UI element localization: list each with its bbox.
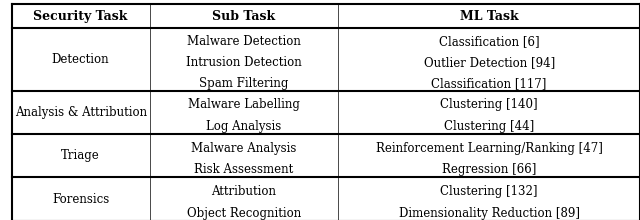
Text: Malware Labelling: Malware Labelling	[188, 98, 300, 111]
Text: ML Task: ML Task	[460, 10, 518, 23]
Text: Outlier Detection [94]: Outlier Detection [94]	[424, 56, 555, 69]
Text: Malware Analysis: Malware Analysis	[191, 142, 297, 155]
Text: Log Analysis: Log Analysis	[207, 120, 282, 133]
Text: Spam Filtering: Spam Filtering	[199, 77, 289, 90]
Text: Classification [117]: Classification [117]	[431, 77, 547, 90]
Text: Clustering [132]: Clustering [132]	[440, 185, 538, 198]
Text: Risk Assessment: Risk Assessment	[195, 163, 294, 176]
Text: Clustering [140]: Clustering [140]	[440, 98, 538, 111]
Text: Regression [66]: Regression [66]	[442, 163, 536, 176]
Text: Attribution: Attribution	[212, 185, 276, 198]
Text: Intrusion Detection: Intrusion Detection	[186, 56, 302, 69]
Text: Classification [6]: Classification [6]	[439, 35, 540, 48]
Text: Object Recognition: Object Recognition	[187, 207, 301, 220]
Text: Security Task: Security Task	[33, 10, 128, 23]
Text: Detection: Detection	[52, 53, 109, 66]
Text: Triage: Triage	[61, 149, 100, 162]
Text: Analysis & Attribution: Analysis & Attribution	[15, 106, 147, 119]
Text: Dimensionality Reduction [89]: Dimensionality Reduction [89]	[399, 207, 580, 220]
Text: Reinforcement Learning/Ranking [47]: Reinforcement Learning/Ranking [47]	[376, 142, 603, 155]
Text: Malware Detection: Malware Detection	[187, 35, 301, 48]
Text: Clustering [44]: Clustering [44]	[444, 120, 534, 133]
Text: Sub Task: Sub Task	[212, 10, 276, 23]
Text: Forensics: Forensics	[52, 192, 109, 205]
